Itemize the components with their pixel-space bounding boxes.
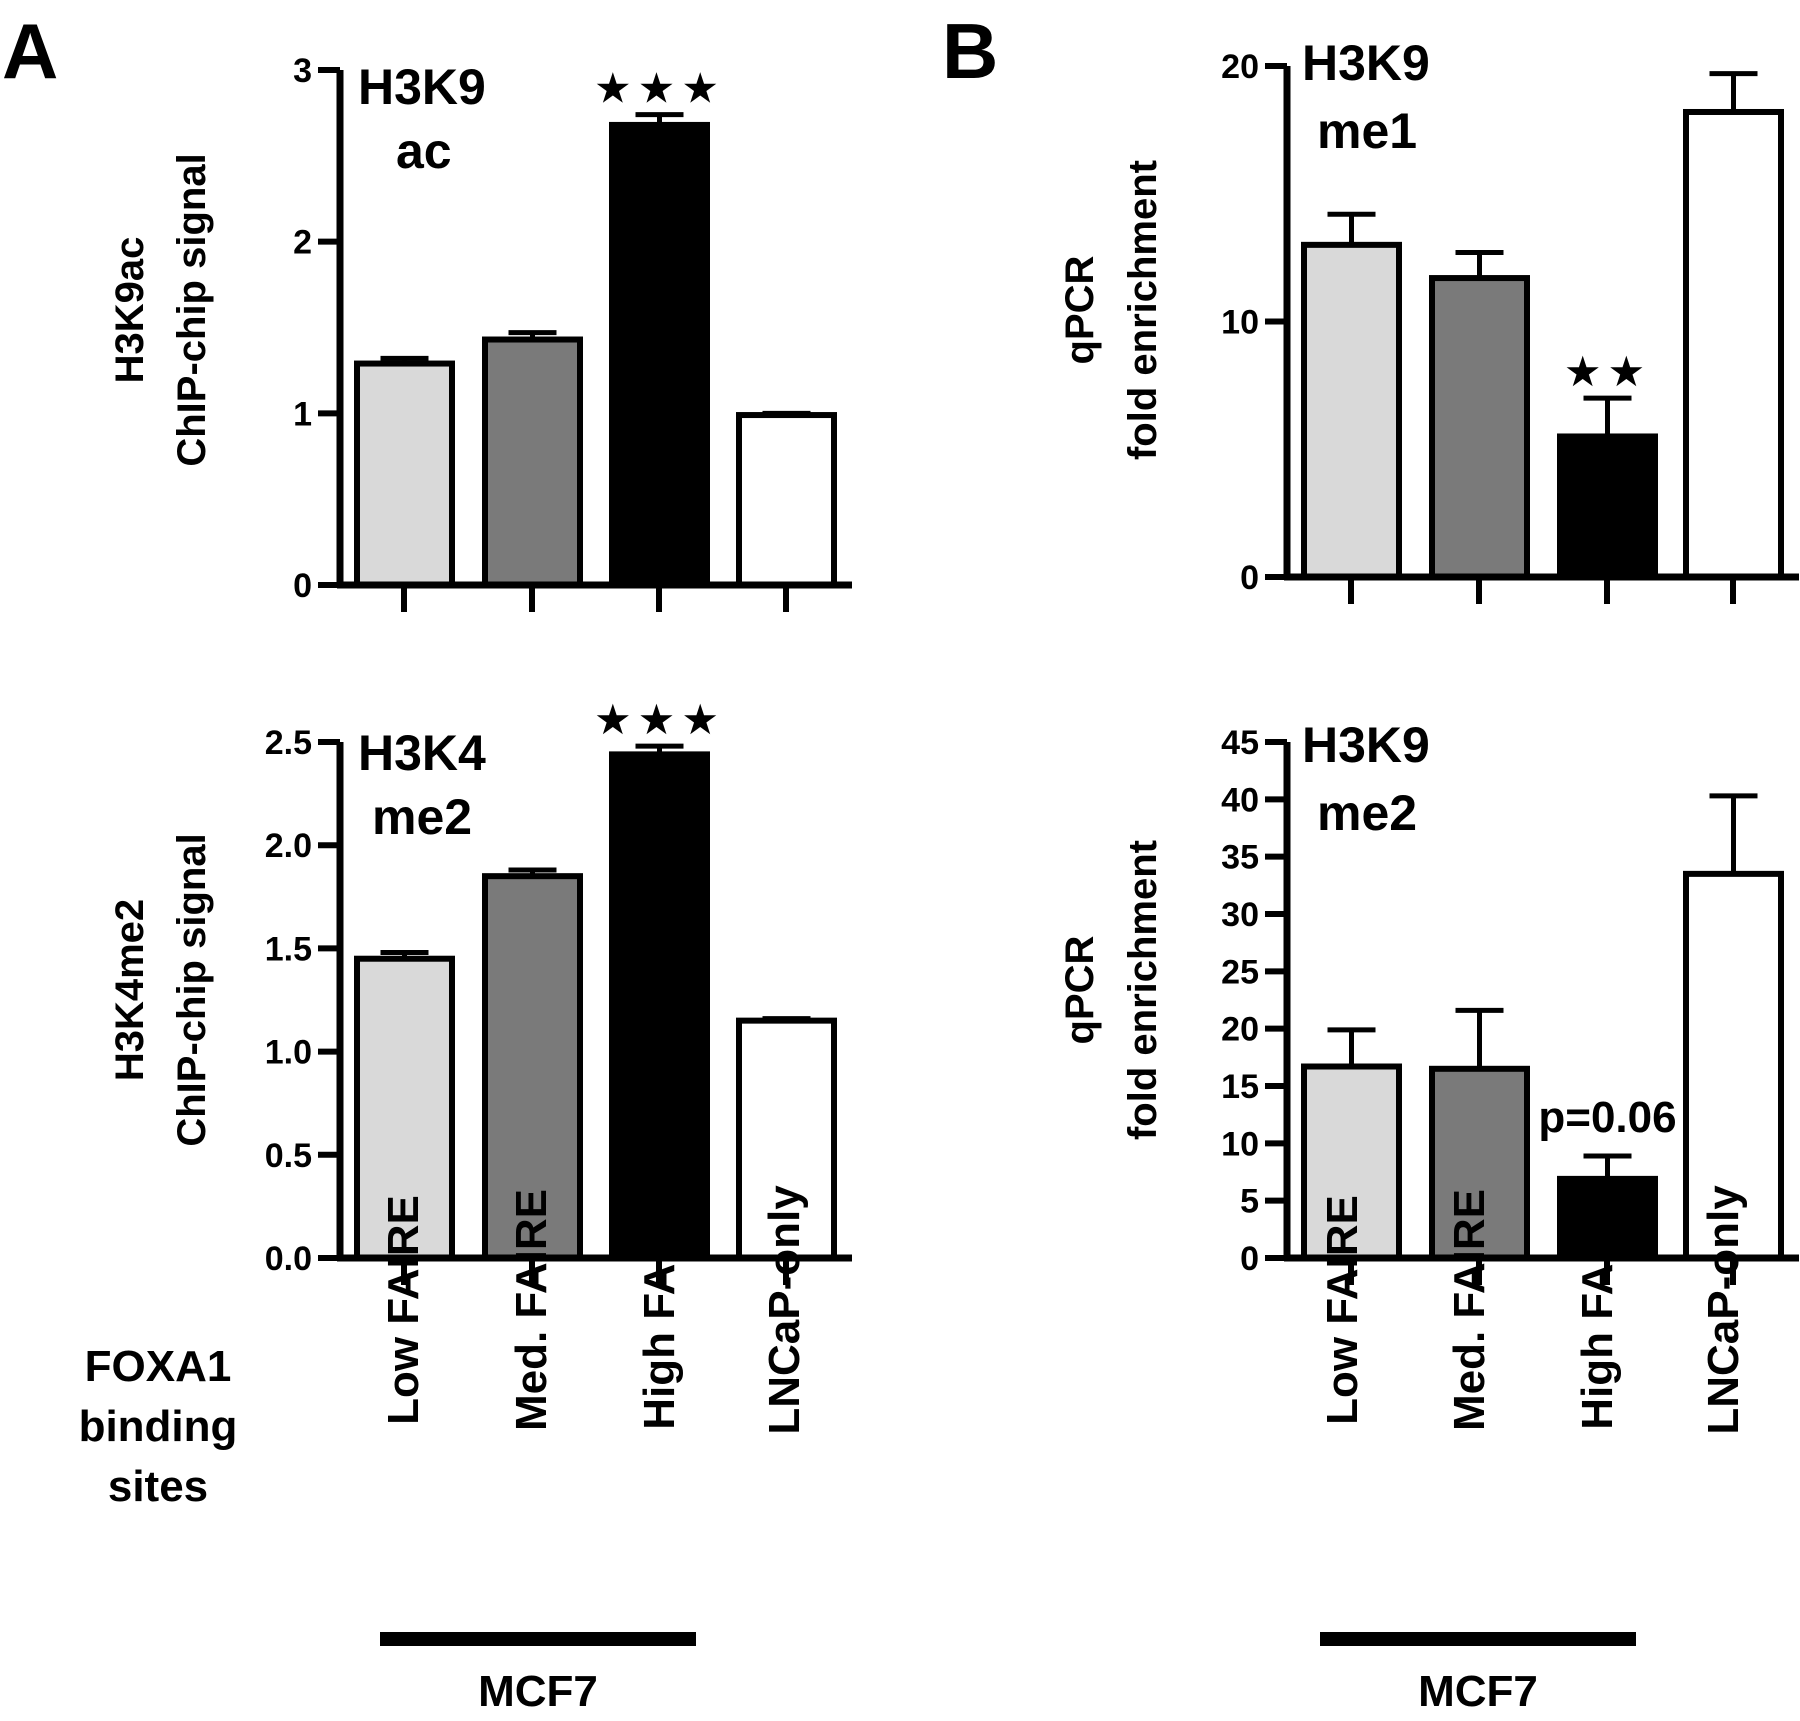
bar xyxy=(1557,433,1658,580)
category-labels-a: Low FAIRE Med. FAIRE High FAIRE LNCaP-on… xyxy=(379,1185,809,1435)
bar xyxy=(1557,1175,1658,1262)
bar xyxy=(1301,1063,1402,1262)
significance-label: p=0.06 xyxy=(1538,1093,1676,1142)
category-label: Med. FAIRE xyxy=(507,1189,556,1431)
bar xyxy=(609,751,710,1261)
y-tick-label: 5 xyxy=(1240,1183,1259,1221)
panel-letter-a: A xyxy=(2,7,58,95)
chart-a-top: ★★★ 0 1 2 3 H3K9 ac H3K9ac ChIP-chip signal xyxy=(108,52,852,612)
category-labels-b: Low FAIRE Med. FAIRE High FAIRE LNCaP-on… xyxy=(1318,1185,1748,1435)
y-tick-label: 0 xyxy=(1240,1240,1259,1278)
group-label-a: MCF7 xyxy=(478,1667,598,1716)
row-label: FOXA1 binding sites xyxy=(79,1342,238,1511)
inset-label-line-2: me1 xyxy=(1317,103,1417,159)
y-tick-label: 1.0 xyxy=(265,1034,312,1072)
y-axis-title-line-1: H3K4me2 xyxy=(108,899,152,1081)
row-label-line-1: FOXA1 xyxy=(85,1342,232,1391)
bar xyxy=(1301,241,1402,580)
y-axis-title-line-2: fold enrichment xyxy=(1121,160,1165,460)
y-tick-label: 0.0 xyxy=(265,1240,312,1278)
bar xyxy=(1429,1065,1530,1262)
y-tick-label: 10 xyxy=(1221,1125,1259,1163)
y-tick-label: 10 xyxy=(1221,304,1259,342)
y-axis-title-line-1: qPCR xyxy=(1058,255,1102,364)
group-bracket-a xyxy=(380,1632,696,1646)
significance-label: ★★★ xyxy=(594,65,725,112)
y-tick-label: 1.5 xyxy=(265,930,312,968)
panel-letter-b: B xyxy=(942,7,998,95)
category-label: LNCaP-only xyxy=(760,1185,809,1435)
bar xyxy=(354,360,455,588)
y-tick-label: 40 xyxy=(1221,781,1259,819)
inset-label-line-2: me2 xyxy=(372,789,472,845)
y-tick-label: 1 xyxy=(293,395,312,433)
y-tick-label: 30 xyxy=(1221,896,1259,934)
significance-label: ★★ xyxy=(1564,348,1651,395)
y-tick-label: 0.5 xyxy=(265,1137,312,1175)
inset-label-line-1: H3K9 xyxy=(1302,35,1430,91)
y-tick-label: 0 xyxy=(1240,559,1259,597)
category-label: Low FAIRE xyxy=(1318,1195,1367,1425)
inset-label-line-1: H3K4 xyxy=(358,725,486,781)
y-axis-title-line-1: H3K9ac xyxy=(108,237,152,384)
inset-label-line-2: me2 xyxy=(1317,785,1417,841)
bar xyxy=(1683,108,1784,581)
group-bracket-b xyxy=(1320,1632,1636,1646)
row-label-line-3: sites xyxy=(108,1462,208,1511)
y-tick-label: 20 xyxy=(1221,1011,1259,1049)
significance-label: ★★★ xyxy=(594,696,725,743)
bar xyxy=(1683,870,1784,1261)
category-label: High FAIRE xyxy=(1573,1190,1622,1430)
y-tick-label: 2.5 xyxy=(265,724,312,762)
category-label: LNCaP-only xyxy=(1699,1185,1748,1435)
y-tick-label: 35 xyxy=(1221,839,1259,877)
inset-label-line-1: H3K9 xyxy=(1302,717,1430,773)
y-tick-label: 45 xyxy=(1221,724,1259,762)
bar xyxy=(736,412,837,588)
bar xyxy=(609,121,710,589)
inset-label-line-2: ac xyxy=(396,123,452,179)
inset-label-line-1: H3K9 xyxy=(358,59,486,115)
row-label-line-2: binding xyxy=(79,1402,238,1451)
bar xyxy=(482,336,583,588)
bar xyxy=(1429,275,1530,580)
y-tick-label: 3 xyxy=(293,52,312,90)
category-label: Low FAIRE xyxy=(379,1195,428,1425)
category-label: Med. FAIRE xyxy=(1445,1189,1494,1431)
y-axis-title-line-2: ChIP-chip signal xyxy=(170,153,214,466)
y-axis-title-line-2: ChIP-chip signal xyxy=(170,833,214,1146)
y-tick-label: 2 xyxy=(293,224,312,262)
y-tick-label: 20 xyxy=(1221,48,1259,86)
y-tick-label: 2.0 xyxy=(265,827,312,865)
group-label-b: MCF7 xyxy=(1418,1667,1538,1716)
category-label: High FAIRE xyxy=(635,1190,684,1430)
chart-b-top: ★★ 0 10 20 H3K9 me1 qPCR fold enrichment xyxy=(1058,35,1799,604)
y-tick-label: 25 xyxy=(1221,953,1259,991)
y-axis-title-line-2: fold enrichment xyxy=(1121,840,1165,1140)
chart-a-bottom: ★★★ 0.00.51.01.52.02.5 H3K4 me2 H3K4me2 … xyxy=(108,696,852,1285)
y-axis-title-line-1: qPCR xyxy=(1058,935,1102,1044)
y-tick-label: 0 xyxy=(293,567,312,605)
y-tick-label: 15 xyxy=(1221,1068,1259,1106)
